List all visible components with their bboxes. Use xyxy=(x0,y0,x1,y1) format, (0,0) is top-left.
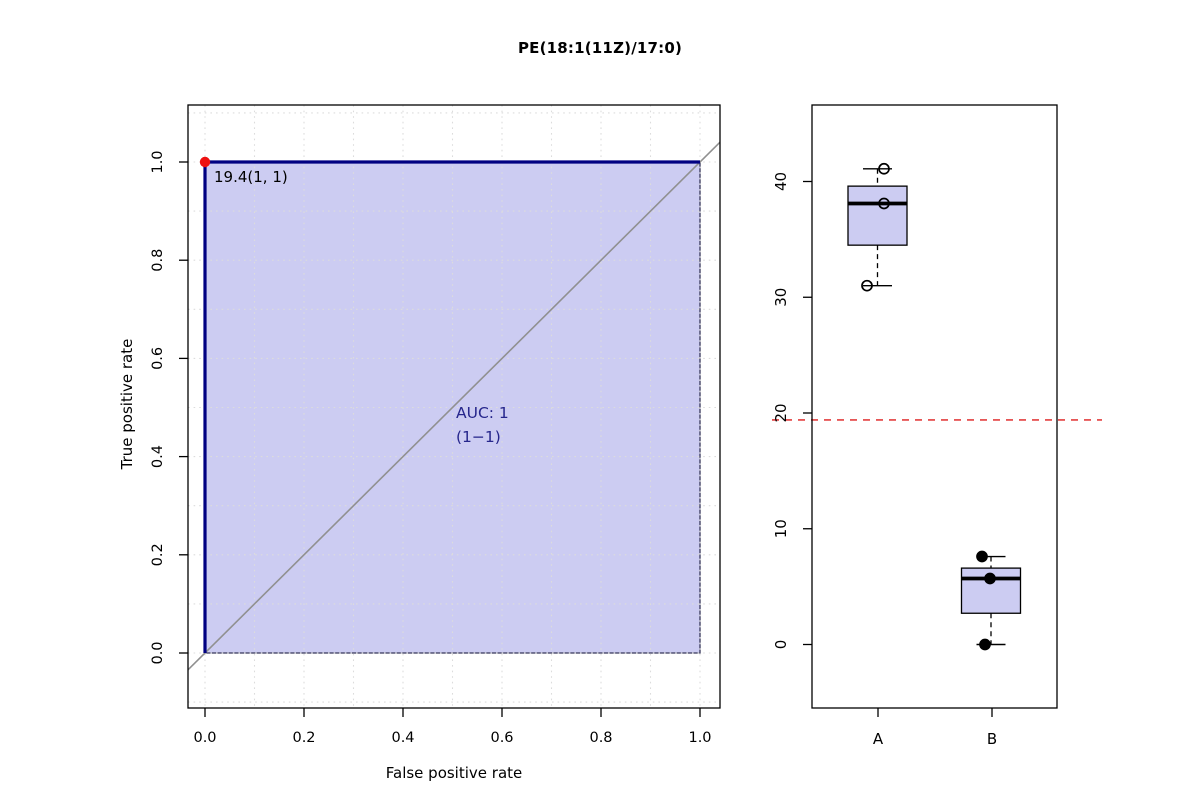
reference-diagonal xyxy=(187,141,721,671)
auc-value-label: AUC: 1 xyxy=(456,404,509,422)
boxplot-panel xyxy=(772,104,1102,717)
y-tick-label: 0.6 xyxy=(150,347,166,370)
y-tick-label: 1.0 xyxy=(150,150,166,173)
boxplot-y-tick-label: 40 xyxy=(772,172,790,191)
x-tick-label: 0.8 xyxy=(589,730,612,746)
iqr-box xyxy=(847,185,908,246)
boxplot-category-label: B xyxy=(987,730,997,748)
x-tick-label: 0.2 xyxy=(292,730,315,746)
data-point-a xyxy=(861,279,873,292)
best-threshold-label: 19.4(1, 1) xyxy=(214,168,288,186)
x-tick-label: 0.4 xyxy=(391,730,414,746)
boxplot-group-b xyxy=(960,550,1022,651)
y-axis-title: True positive rate xyxy=(118,338,136,470)
boxplot-y-tick-label: 30 xyxy=(772,288,790,307)
boxplot-y-tick-label: 20 xyxy=(772,403,790,422)
x-tick-label: 0.6 xyxy=(490,730,513,746)
data-point-b xyxy=(976,550,988,563)
x-tick-label: 0.0 xyxy=(193,730,216,746)
boxplot-category-label: A xyxy=(873,730,884,748)
boxplot-plot-box xyxy=(811,104,1058,709)
data-point-a xyxy=(878,197,890,210)
roc-plot-box xyxy=(187,104,721,709)
boxplot-y-tick-label: 0 xyxy=(772,640,790,650)
y-tick-label: 0.2 xyxy=(150,543,166,566)
boxplot-group-a xyxy=(847,162,908,292)
x-tick-label: 1.0 xyxy=(688,730,711,746)
data-point-b xyxy=(984,572,996,585)
data-point-a xyxy=(878,162,890,175)
y-tick-label: 0.4 xyxy=(150,445,166,468)
y-tick-label: 0.8 xyxy=(150,249,166,272)
x-axis-title: False positive rate xyxy=(385,764,523,782)
chart-title: PE(18:1(11Z)/17:0) xyxy=(517,39,683,57)
roc-panel xyxy=(179,104,721,717)
data-point-b xyxy=(979,638,991,651)
y-tick-label: 0.0 xyxy=(150,641,166,664)
best-threshold-point xyxy=(199,156,211,168)
boxplot-y-tick-label: 10 xyxy=(772,519,790,538)
auc-ci-label: (1−1) xyxy=(456,428,501,446)
